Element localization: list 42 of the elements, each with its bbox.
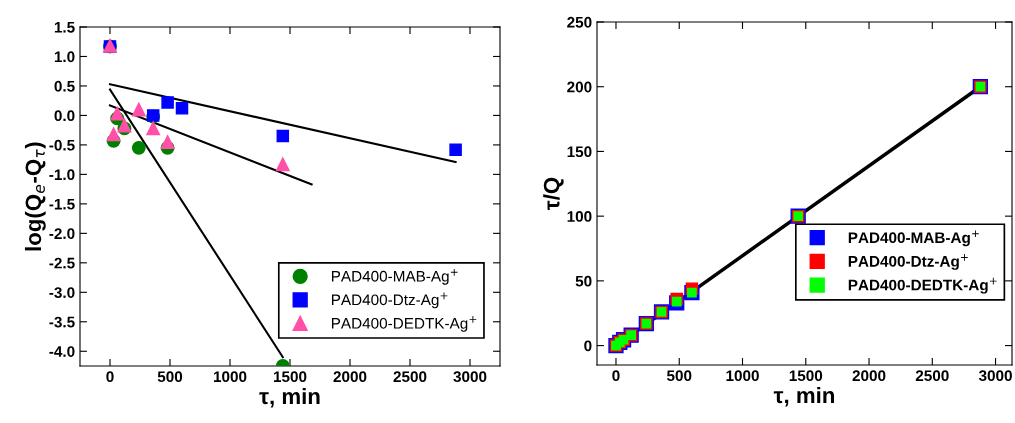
y-tick-label: 200	[567, 81, 592, 93]
y-tick-label: -0.5	[49, 139, 75, 151]
y-axis-title: log(Q$_{e}$-Q$_{τ}$)	[24, 142, 46, 251]
y-tick-label: 0.0	[54, 110, 75, 122]
y-tick-label: 0.5	[54, 80, 75, 92]
x-tick-label: 1000	[213, 371, 247, 383]
x-tick-label: 500	[666, 370, 692, 382]
x-tick-label: 3000	[453, 371, 487, 383]
legend-label: PAD400-MAB-Ag$^{+}$	[331, 268, 458, 285]
y-tick-label: -1.0	[49, 169, 75, 181]
y-tick-label: 150	[567, 146, 592, 158]
x-tick-label: 2000	[333, 371, 367, 383]
y-tick-label: 250	[567, 16, 592, 28]
x-tick-label: 2500	[393, 371, 427, 383]
x-tick-label: 1500	[789, 370, 823, 382]
x-tick-label: 3000	[978, 370, 1012, 382]
legend-label: PAD400-MAB-Ag$^{+}$	[848, 230, 979, 247]
y-tick-label: -4.0	[49, 346, 75, 357]
x-tick-label: 500	[157, 371, 183, 383]
y-tick-label: 0	[584, 340, 592, 352]
x-tick-label: 1500	[273, 371, 307, 383]
y-tick-label: 50	[575, 275, 592, 287]
x-tick-label: 2000	[852, 370, 886, 382]
y-tick-label: 100	[567, 211, 592, 222]
y-tick-label: -1.5	[49, 198, 75, 210]
x-axis-title: τ, min	[773, 386, 835, 407]
legend-label: PAD400-DEDTK-Ag$^{+}$	[848, 277, 997, 294]
x-tick-label: 1000	[726, 370, 759, 382]
x-axis-title: τ, min	[259, 387, 320, 408]
x-tick-label: 0	[612, 370, 620, 382]
y-tick-label: -2.0	[49, 228, 75, 240]
legend-label: PAD400-DEDTK-Ag$^{+}$	[331, 316, 477, 332]
x-tick-label: 2500	[915, 370, 949, 382]
y-tick-label: 1.0	[54, 51, 75, 63]
y-tick-label: 1.5	[54, 22, 75, 33]
legend-label: PAD400-Dtz-Ag$^{+}$	[848, 254, 968, 270]
y-tick-label: -3.5	[49, 316, 75, 328]
x-tick-label: 0	[106, 371, 114, 383]
y-axis-title: τ/Q	[543, 177, 564, 210]
y-tick-label: -3.0	[49, 287, 75, 299]
legend-label: PAD400-Dtz-Ag$^{+}$	[331, 292, 448, 309]
y-tick-label: -2.5	[49, 257, 75, 269]
